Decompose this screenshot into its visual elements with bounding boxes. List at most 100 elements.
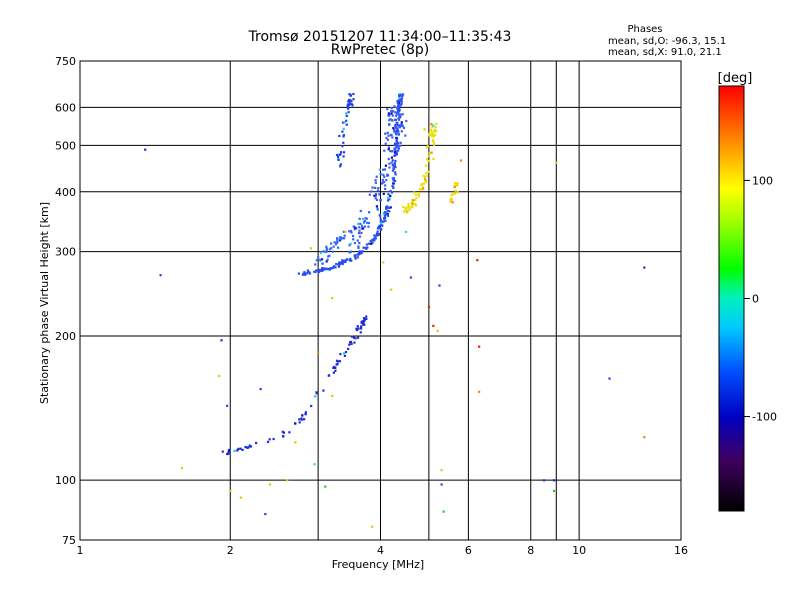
- data-point: [272, 437, 275, 441]
- data-point: [359, 331, 362, 334]
- data-point: [394, 148, 397, 152]
- data-point: [347, 107, 350, 110]
- data-point: [376, 208, 379, 211]
- data-point: [360, 327, 363, 330]
- data-point: [390, 133, 393, 136]
- data-point: [389, 189, 392, 193]
- data-point: [332, 371, 335, 374]
- data-point: [331, 250, 334, 253]
- data-point: [422, 174, 425, 177]
- data-point: [608, 377, 611, 380]
- data-point: [353, 228, 356, 231]
- data-point: [341, 121, 345, 124]
- data-point: [368, 211, 371, 214]
- data-point: [358, 217, 361, 220]
- data-point: [390, 191, 394, 194]
- data-point: [358, 229, 361, 232]
- data-point: [362, 246, 365, 249]
- data-point: [300, 417, 303, 420]
- data-point: [337, 261, 341, 264]
- data-point: [314, 263, 317, 266]
- data-point: [426, 174, 429, 177]
- data-point: [358, 250, 362, 253]
- data-point: [374, 197, 377, 200]
- data-point: [456, 191, 459, 194]
- data-point: [233, 449, 236, 452]
- data-point: [414, 193, 418, 196]
- data-point: [244, 446, 247, 449]
- data-point: [333, 241, 336, 244]
- data-point: [336, 237, 339, 240]
- data-point: [395, 136, 398, 139]
- data-point: [397, 99, 400, 102]
- data-point: [345, 112, 348, 115]
- data-point: [420, 188, 423, 191]
- data-point: [399, 141, 402, 144]
- data-point: [337, 156, 340, 159]
- phase-mean-x: mean, sd,X: 91.0, 21.1: [608, 47, 722, 58]
- data-point: [324, 485, 327, 488]
- data-point: [397, 133, 400, 136]
- data-point: [368, 193, 371, 196]
- data-point: [399, 104, 402, 107]
- data-point: [643, 436, 646, 439]
- data-point: [384, 219, 387, 222]
- data-point: [375, 198, 379, 201]
- data-point: [396, 143, 399, 146]
- data-point: [221, 450, 224, 453]
- data-point: [328, 268, 332, 271]
- data-point: [378, 224, 381, 227]
- data-point: [306, 269, 309, 272]
- data-point: [294, 441, 297, 444]
- colorbar-ticks: 100 0 -100: [744, 174, 777, 424]
- data-point: [398, 101, 401, 105]
- data-point: [542, 479, 546, 482]
- data-point: [342, 259, 345, 262]
- data-point: [392, 185, 395, 189]
- data-point: [382, 181, 386, 184]
- data-point: [432, 324, 435, 327]
- data-point: [266, 440, 270, 443]
- data-point: [391, 136, 394, 139]
- data-point: [394, 179, 397, 183]
- data-point: [398, 126, 401, 129]
- data-point: [389, 194, 392, 197]
- data-point: [352, 98, 355, 101]
- data-point: [246, 446, 249, 449]
- data-point: [424, 179, 427, 182]
- data-point: [393, 163, 396, 166]
- data-point: [426, 145, 429, 148]
- data-point: [335, 153, 339, 157]
- colorbar-tick-label: 0: [752, 293, 759, 306]
- data-point: [395, 126, 398, 129]
- data-point: [348, 251, 351, 254]
- data-point: [226, 452, 229, 456]
- data-point: [393, 151, 397, 154]
- data-point: [374, 179, 377, 182]
- data-point: [384, 184, 387, 187]
- data-point: [433, 130, 436, 133]
- data-point: [394, 111, 397, 114]
- data-point: [398, 97, 401, 100]
- data-point: [350, 342, 353, 345]
- data-point: [392, 167, 395, 170]
- x-tick-label: 2: [227, 544, 234, 557]
- data-point: [390, 112, 393, 115]
- data-point: [430, 123, 433, 126]
- data-point: [325, 248, 329, 251]
- data-point: [282, 435, 285, 438]
- data-point: [382, 173, 385, 176]
- data-point: [330, 247, 333, 250]
- data-point: [305, 272, 309, 275]
- data-point: [371, 186, 374, 189]
- data-point: [454, 189, 457, 192]
- data-point: [326, 258, 329, 261]
- data-point: [218, 375, 221, 378]
- data-point: [239, 447, 242, 450]
- data-point: [393, 154, 396, 157]
- data-point: [405, 206, 409, 209]
- data-point: [375, 234, 379, 237]
- data-point: [345, 119, 348, 122]
- data-point: [248, 444, 251, 447]
- data-point: [367, 221, 370, 225]
